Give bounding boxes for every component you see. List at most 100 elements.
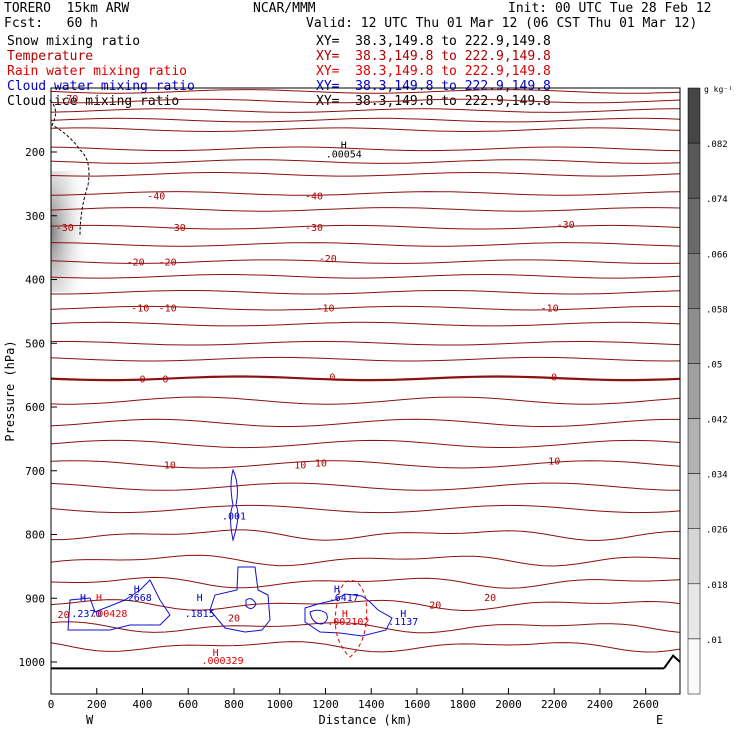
y-axis-label: Pressure (hPa) [3, 340, 17, 441]
field-name-snow: Snow mixing ratio [7, 34, 141, 49]
valid-time: Valid: 12 UTC Thu 01 Mar 12 (06 CST Thu … [306, 16, 698, 31]
colorbar-segment [687, 418, 701, 474]
contour-label: -10 [159, 304, 177, 315]
temperature-contour-7 [50, 171, 681, 177]
colorbar-label: .066 [706, 250, 728, 260]
contour-label: H [341, 140, 347, 151]
contour-label: H [80, 593, 86, 604]
contour-label: -40 [305, 191, 323, 202]
y-tick-label: 600 [25, 401, 45, 414]
contour-label: -30 [557, 220, 575, 231]
field-xy-cloud-ice: XY= 38.3,149.8 to 222.9,149.8 [316, 94, 551, 109]
contour-label: 0 [329, 372, 335, 383]
contour-label: 10 [164, 460, 176, 471]
colorbar-label: .082 [706, 140, 728, 150]
cloud-water-contour-2 [209, 566, 271, 633]
x-axis-label: Distance (km) [319, 713, 413, 727]
contour-label: .2370 [71, 609, 101, 620]
y-tick-label: 800 [25, 529, 45, 542]
temperature-contour-11 [50, 242, 681, 247]
cloud-water-contour-3 [304, 593, 393, 637]
contour-label: .001 [222, 511, 246, 522]
x-tick-label: 2600 [632, 698, 659, 711]
temperature-contour-24 [50, 482, 681, 491]
contour-label: 20 [429, 601, 441, 612]
rain-contour [334, 580, 368, 658]
colorbar-segment [687, 363, 701, 419]
colorbar-label: .034 [706, 471, 728, 481]
temperature-contour-25 [50, 504, 681, 514]
cloud-water-contour-4 [309, 609, 328, 625]
colorbar-segment [687, 528, 701, 585]
colorbar-label: .026 [706, 526, 728, 536]
temperature-contour-4 [50, 127, 681, 133]
contour-label: H [400, 609, 406, 620]
contour-label: H [134, 585, 140, 596]
temperature-contour-2 [50, 108, 680, 113]
contour-label: .1137 [388, 617, 418, 628]
temperature-contour-28 [50, 576, 681, 589]
temperature-contour-31 [50, 641, 681, 653]
contour-label: -30 [305, 223, 323, 234]
contour-label: H [197, 593, 203, 604]
contour-label: -30 [56, 223, 74, 234]
x-tick-label: 2200 [541, 698, 568, 711]
temperature-contour-27 [50, 554, 681, 567]
temperature-contour-21 [50, 418, 680, 428]
y-tick-label: 500 [25, 337, 45, 350]
temperature-contour-16 [50, 321, 681, 327]
forecast-hour: Fcst: 60 h [4, 16, 98, 31]
cloud-water-contour-0 [230, 468, 239, 542]
x-tick-label: 2400 [587, 698, 614, 711]
field-name-cloud-water: Cloud water mixing ratio [7, 79, 195, 94]
temperature-contour-5 [50, 146, 681, 152]
y-tick-label: 700 [25, 465, 45, 478]
x-tick-label: 0 [48, 698, 55, 711]
contour-label: .1815 [185, 609, 215, 620]
temperature-contour-14 [51, 290, 681, 295]
snow-shading [51, 171, 91, 293]
contour-label: -20 [127, 258, 145, 269]
temperature-contour-26 [51, 529, 681, 541]
contour-label: H [334, 585, 340, 596]
colorbar-segment [687, 583, 701, 640]
contour-label: .6417 [329, 593, 359, 604]
y-tick-label: 900 [25, 592, 45, 605]
terrain-rise [663, 654, 681, 669]
colorbar-segment [687, 87, 701, 144]
colorbar-segment [687, 638, 701, 695]
colorbar-label: .042 [706, 416, 728, 426]
contour-label: 20 [228, 613, 240, 624]
snow-contour [49, 99, 90, 236]
contour-label: .000329 [201, 656, 243, 667]
field-name-cloud-ice: Cloud ice mixing ratio [7, 94, 180, 109]
colorbar-segment [687, 473, 701, 529]
temperature-contour-19 [50, 375, 681, 382]
colorbar-label: .018 [706, 581, 728, 591]
temperature-contour-10 [50, 224, 681, 230]
colorbar-unit: g kg⁻¹ [704, 85, 733, 94]
field-xy-rain: XY= 38.3,149.8 to 222.9,149.8 [316, 64, 551, 79]
temperature-contour-8 [50, 191, 681, 196]
contour-label: -20 [159, 258, 177, 269]
plot-frame [50, 87, 681, 695]
temperature-contour-22 [50, 439, 681, 449]
contour-label: .00428 [91, 609, 127, 620]
x-tick-label: 1800 [449, 698, 476, 711]
xy-top: XY= 38.3,149.8 to 222.9,149.8 [316, 34, 551, 49]
east-label: E [656, 713, 663, 727]
init-time: Init: 00 UTC Tue 28 Feb 12 [508, 1, 712, 16]
temperature-contour-29 [50, 599, 681, 612]
org-title: NCAR/MMM [253, 1, 316, 16]
colorbar-segment [687, 197, 701, 254]
contour-label: -40 [147, 191, 165, 202]
x-tick-label: 1400 [358, 698, 385, 711]
contour-label: .002102 [327, 617, 369, 628]
contour-label: -10 [131, 304, 149, 315]
contour-label: H [342, 609, 348, 620]
field-name-temperature: Temperature [7, 49, 94, 64]
colorbar-segment [687, 142, 701, 199]
model-title: TORERO 15km ARW [4, 1, 130, 16]
west-label: W [86, 713, 94, 727]
